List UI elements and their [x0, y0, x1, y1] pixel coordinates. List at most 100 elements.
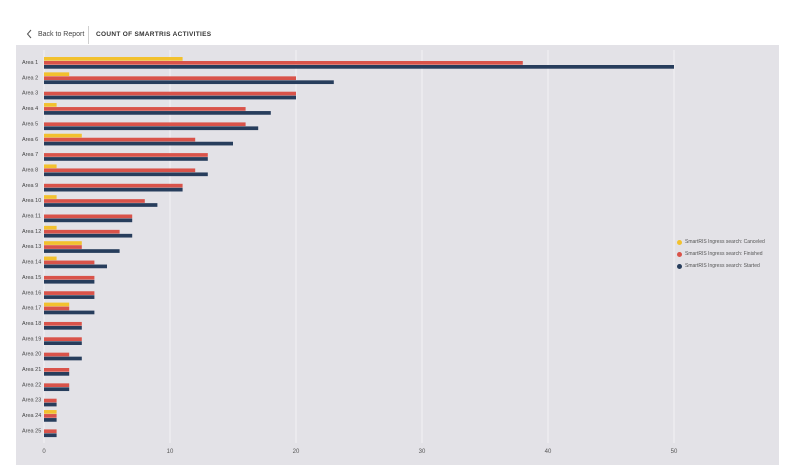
legend-dot-started	[677, 263, 682, 269]
category-label: Area 17	[22, 306, 41, 312]
bar-started-area-24	[44, 418, 57, 422]
bar-started-area-6	[44, 141, 233, 146]
bar-finished-area-23	[44, 398, 57, 403]
bar-started-area-21	[44, 372, 70, 376]
category-label: Area 10	[22, 198, 41, 204]
bar-canceled-area-12	[44, 225, 57, 230]
legend-item-started[interactable]: SmartRIS Ingress search: Started	[677, 260, 765, 272]
legend-label-started: SmartRIS Ingress search: Started	[685, 263, 760, 269]
bar-finished-area-15	[44, 275, 95, 280]
bar-finished-area-20	[44, 352, 70, 357]
category-label: Area 20	[22, 352, 41, 358]
category-label: Area 7	[22, 152, 38, 158]
bar-canceled-area-4	[44, 103, 57, 107]
category-label: Area 9	[22, 183, 38, 189]
bar-started-area-15	[44, 279, 95, 284]
bar-started-area-8	[44, 172, 208, 177]
bar-started-area-19	[44, 341, 82, 345]
bar-started-area-4	[44, 111, 271, 115]
bar-finished-area-7	[44, 153, 208, 157]
category-label: Area 19	[22, 336, 41, 342]
bar-started-area-7	[44, 157, 208, 161]
legend-dot-canceled	[677, 239, 682, 245]
bar-finished-area-16	[44, 291, 95, 295]
legend-item-finished[interactable]: SmartRIS Ingress search: Finished	[677, 248, 765, 260]
header-bar: Back to Report COUNT OF SMARTRIS ACTIVIT…	[0, 0, 795, 44]
legend-label-finished: SmartRIS Ingress search: Finished	[685, 251, 763, 257]
category-label: Area 22	[22, 382, 41, 388]
legend-label-canceled: SmartRIS Ingress search: Canceled	[685, 239, 765, 245]
x-tick-label: 40	[545, 449, 552, 455]
bar-finished-area-8	[44, 168, 196, 173]
bar-finished-area-5	[44, 122, 246, 127]
chevron-left-icon	[26, 29, 32, 39]
chart-legend: SmartRIS Ingress search: Canceled SmartR…	[677, 236, 765, 272]
bar-started-area-16	[44, 295, 95, 299]
x-tick-label: 10	[167, 449, 174, 455]
category-label: Area 23	[22, 398, 41, 404]
bar-canceled-area-10	[44, 195, 57, 199]
page-title: COUNT OF SMARTRIS ACTIVITIES	[96, 31, 212, 38]
category-label: Area 3	[22, 91, 38, 97]
chart-background	[16, 45, 779, 465]
category-label: Area 11	[22, 214, 41, 220]
bar-started-area-13	[44, 249, 120, 253]
bar-finished-area-22	[44, 383, 70, 388]
bar-finished-area-3	[44, 91, 296, 96]
category-label: Area 24	[22, 413, 41, 419]
bar-finished-area-6	[44, 137, 196, 142]
bar-finished-area-4	[44, 107, 246, 111]
bar-canceled-area-8	[44, 164, 57, 169]
category-label: Area 4	[22, 106, 38, 112]
bar-started-area-2	[44, 80, 334, 85]
x-tick-label: 50	[671, 449, 678, 455]
category-label: Area 18	[22, 321, 41, 327]
bar-canceled-area-14	[44, 256, 57, 261]
bar-started-area-25	[44, 433, 57, 438]
bar-started-area-11	[44, 218, 133, 223]
bar-started-area-20	[44, 356, 82, 361]
bar-finished-area-14	[44, 260, 95, 265]
bar-started-area-23	[44, 402, 57, 407]
category-label: Area 21	[22, 367, 41, 373]
bar-finished-area-18	[44, 321, 82, 326]
bar-started-area-10	[44, 203, 158, 207]
legend-dot-finished	[677, 251, 682, 257]
bar-finished-area-13	[44, 245, 82, 249]
back-label: Back to Report	[38, 30, 85, 38]
bar-started-area-18	[44, 325, 82, 330]
bar-finished-area-25	[44, 429, 57, 434]
category-label: Area 6	[22, 137, 38, 143]
bar-finished-area-12	[44, 229, 120, 234]
bar-started-area-12	[44, 233, 133, 238]
bar-canceled-area-13	[44, 241, 82, 245]
category-label: Area 5	[22, 121, 38, 127]
bar-finished-area-17	[44, 306, 70, 311]
category-label: Area 13	[22, 244, 41, 250]
category-label: Area 8	[22, 167, 38, 173]
category-label: Area 16	[22, 290, 41, 296]
bar-started-area-14	[44, 264, 107, 269]
bar-started-area-3	[44, 95, 296, 100]
category-label: Area 25	[22, 428, 41, 434]
header-divider	[88, 26, 89, 44]
bar-canceled-area-2	[44, 72, 70, 77]
category-label: Area 12	[22, 229, 41, 235]
x-tick-label: 20	[293, 449, 300, 455]
bar-started-area-22	[44, 387, 70, 392]
legend-item-canceled[interactable]: SmartRIS Ingress search: Canceled	[677, 236, 765, 248]
bar-canceled-area-17	[44, 302, 70, 307]
bar-started-area-5	[44, 126, 259, 131]
bar-canceled-area-1	[44, 57, 183, 61]
bar-finished-area-9	[44, 183, 183, 188]
bar-finished-area-21	[44, 368, 70, 372]
x-tick-label: 30	[419, 449, 426, 455]
bar-started-area-17	[44, 310, 95, 315]
bar-started-area-1	[44, 65, 674, 69]
category-label: Area 15	[22, 275, 41, 281]
back-to-report-button[interactable]: Back to Report	[26, 29, 84, 39]
bar-finished-area-2	[44, 76, 296, 81]
bar-finished-area-11	[44, 214, 133, 219]
bar-finished-area-10	[44, 199, 145, 203]
